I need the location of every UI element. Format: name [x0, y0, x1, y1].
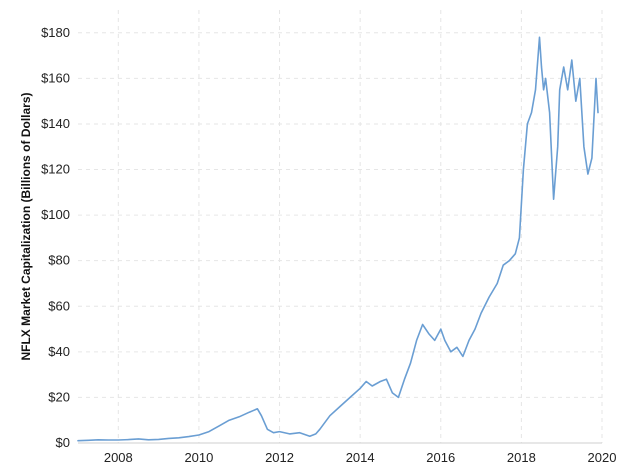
- x-tick-label: 2020: [588, 450, 617, 465]
- x-tick-label: 2010: [184, 450, 213, 465]
- x-tick-label: 2016: [426, 450, 455, 465]
- y-tick-label: $140: [41, 116, 70, 131]
- tick-label-layer: $0 $20 $40 $60 $80 $100 $120 $140 $160 $180 2008 20…: [41, 25, 616, 465]
- y-tick-label: $20: [48, 389, 70, 404]
- y-tick-label: $40: [48, 344, 70, 359]
- y-tick-label: $180: [41, 25, 70, 40]
- y-tick-label: $60: [48, 298, 70, 313]
- y-tick-label: $100: [41, 207, 70, 222]
- x-tick-label: 2012: [265, 450, 294, 465]
- x-tick-label: 2014: [346, 450, 375, 465]
- y-tick-label: $120: [41, 162, 70, 177]
- series-layer: [77, 36, 599, 442]
- grid-layer: [78, 10, 603, 443]
- series-line: [77, 36, 599, 442]
- x-tick-label: 2018: [507, 450, 536, 465]
- y-tick-label: $160: [41, 70, 70, 85]
- y-tick-label: $80: [48, 253, 70, 268]
- x-tick-label: 2008: [104, 450, 133, 465]
- y-tick-label: $0: [56, 435, 70, 450]
- y-axis-title: NFLX Market Capitalization (Billions of …: [19, 92, 33, 360]
